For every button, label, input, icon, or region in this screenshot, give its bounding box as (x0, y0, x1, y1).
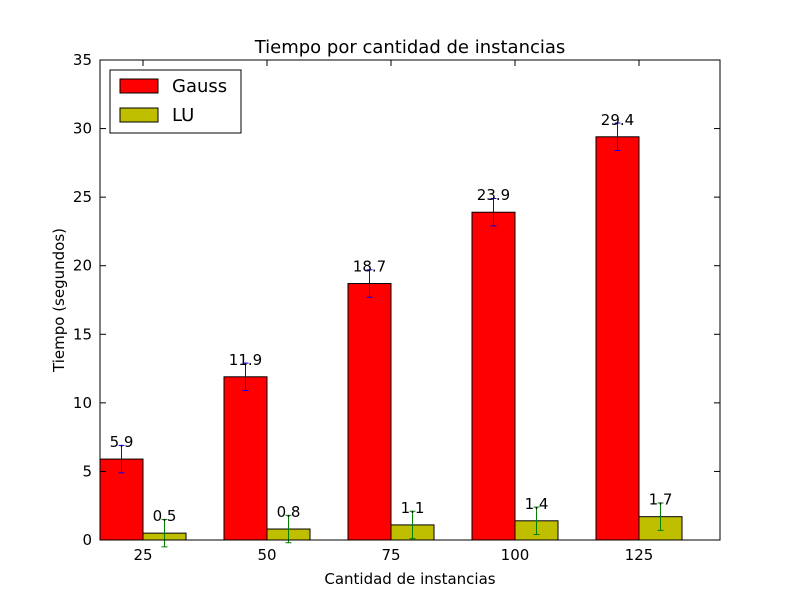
bar-gauss-125 (595, 136, 640, 541)
y-tick-label-20: 20 (73, 257, 92, 275)
x-tick-label-125: 125 (625, 546, 654, 564)
y-tick-label-30: 30 (73, 120, 92, 138)
bar-gauss-75 (347, 283, 392, 541)
legend-label-lu: LU (172, 105, 194, 126)
y-tick-label-0: 0 (82, 531, 92, 549)
data-label-gauss-125: 29.4 (601, 111, 634, 129)
data-label-lu-125: 1.7 (649, 491, 673, 509)
y-tick-label-25: 25 (73, 188, 92, 206)
x-tick-label-100: 100 (501, 546, 530, 564)
legend-swatch-gauss (119, 78, 159, 94)
data-label-gauss-50: 11.9 (229, 351, 262, 369)
data-label-gauss-25: 5.9 (110, 433, 134, 451)
legend-swatch-lu (119, 107, 159, 123)
x-tick-label-50: 50 (257, 546, 276, 564)
data-label-lu-25: 0.5 (153, 507, 177, 525)
data-label-lu-50: 0.8 (277, 503, 301, 521)
data-label-lu-100: 1.4 (525, 495, 549, 513)
y-tick-label-15: 15 (73, 325, 92, 343)
plot-frame (99, 59, 721, 541)
y-axis-label: Tiempo (segundos) (50, 228, 68, 373)
y-tick-label-5: 5 (82, 462, 92, 480)
chart-title: Tiempo por cantidad de instancias (254, 37, 566, 58)
data-label-gauss-75: 18.7 (353, 258, 386, 276)
y-tick-label-35: 35 (73, 51, 92, 69)
data-label-lu-75: 1.1 (401, 499, 425, 517)
x-tick-label-75: 75 (381, 546, 400, 564)
data-label-gauss-100: 23.9 (477, 186, 510, 204)
x-tick-label-25: 25 (133, 546, 152, 564)
bar-gauss-100 (471, 211, 516, 541)
x-axis-label: Cantidad de instancias (324, 570, 495, 588)
bar-gauss-50 (223, 376, 268, 541)
legend: Gauss LU (109, 69, 242, 134)
y-tick-label-10: 10 (73, 394, 92, 412)
plot-area: 5.9 11.9 18.7 23.9 29.4 0.5 0.8 1.1 1.4 1.7 0 5 10 15… (73, 51, 721, 564)
legend-label-gauss: Gauss (172, 76, 227, 97)
